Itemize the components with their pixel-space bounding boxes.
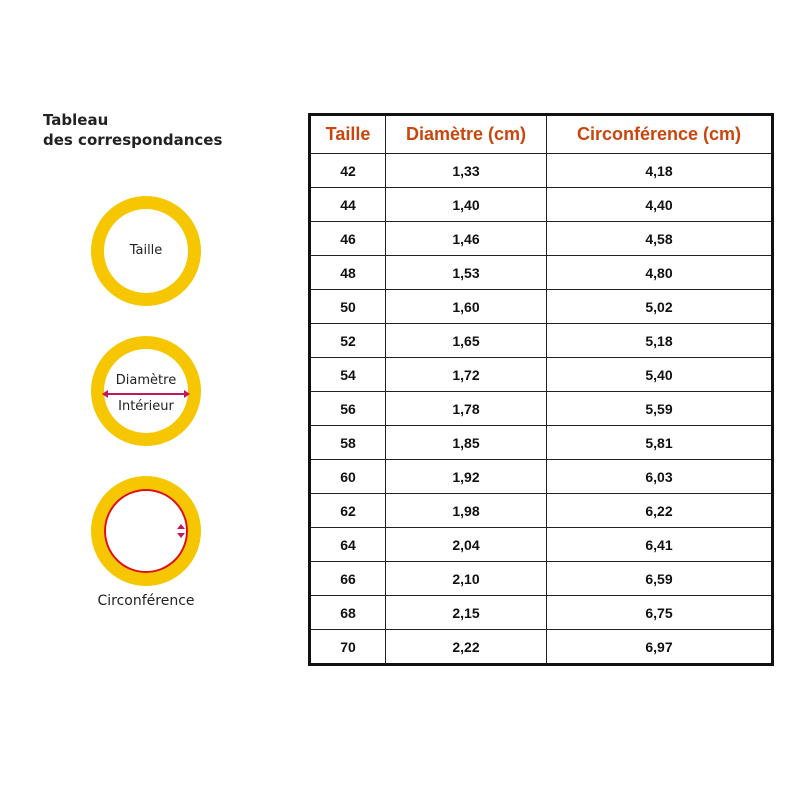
table-row: 42 1,33 4,18 <box>309 153 773 188</box>
ring-circumference-diagram <box>91 476 201 586</box>
circumference-caption: Circonférence <box>97 593 195 609</box>
cell-size: 48 <box>309 255 386 290</box>
table-row: 50 1,60 5,02 <box>309 289 773 324</box>
cell-diameter: 1,98 <box>385 493 547 528</box>
ring-size-diagram: Taille <box>91 196 201 306</box>
cell-diameter: 1,53 <box>385 255 547 290</box>
size-label: Taille <box>129 243 163 258</box>
cell-circumference: 5,59 <box>546 391 773 426</box>
header-size: Taille <box>309 114 386 154</box>
cell-circumference: 6,03 <box>546 459 773 494</box>
cell-diameter: 1,78 <box>385 391 547 426</box>
table-row: 52 1,65 5,18 <box>309 323 773 358</box>
circumference-line <box>104 489 188 573</box>
cell-circumference: 4,18 <box>546 153 773 188</box>
cell-size: 56 <box>309 391 386 426</box>
table-row: 60 1,92 6,03 <box>309 459 773 494</box>
cell-circumference: 5,18 <box>546 323 773 358</box>
table-row: 44 1,40 4,40 <box>309 187 773 222</box>
cell-diameter: 1,40 <box>385 187 547 222</box>
ring-diameter-diagram: Diamètre Intérieur <box>91 336 201 446</box>
cell-size: 52 <box>309 323 386 358</box>
diameter-label-1: Diamètre <box>115 373 177 388</box>
cell-size: 68 <box>309 595 386 630</box>
table-row: 46 1,46 4,58 <box>309 221 773 256</box>
cell-size: 62 <box>309 493 386 528</box>
title-line-2: des correspondances <box>43 131 223 149</box>
cell-circumference: 4,40 <box>546 187 773 222</box>
cell-circumference: 6,41 <box>546 527 773 562</box>
cell-size: 44 <box>309 187 386 222</box>
size-table: Taille Diamètre (cm) Circonférence (cm) … <box>308 113 774 666</box>
diameter-arrow-icon <box>102 390 190 398</box>
cell-diameter: 2,04 <box>385 527 547 562</box>
table-row: 68 2,15 6,75 <box>309 595 773 630</box>
table-row: 70 2,22 6,97 <box>309 629 773 665</box>
cell-diameter: 1,92 <box>385 459 547 494</box>
table-row: 62 1,98 6,22 <box>309 493 773 528</box>
cell-diameter: 1,33 <box>385 153 547 188</box>
cell-diameter: 2,10 <box>385 561 547 596</box>
cell-size: 66 <box>309 561 386 596</box>
title-line-1: Tableau <box>43 111 109 129</box>
table-row: 54 1,72 5,40 <box>309 357 773 392</box>
cell-circumference: 6,75 <box>546 595 773 630</box>
table-row: 66 2,10 6,59 <box>309 561 773 596</box>
cell-size: 42 <box>309 153 386 188</box>
cell-circumference: 5,02 <box>546 289 773 324</box>
cell-circumference: 4,80 <box>546 255 773 290</box>
table-header-row: Taille Diamètre (cm) Circonférence (cm) <box>309 114 773 154</box>
cell-circumference: 6,97 <box>546 629 773 665</box>
cell-diameter: 1,85 <box>385 425 547 460</box>
table-row: 48 1,53 4,80 <box>309 255 773 290</box>
cell-circumference: 6,59 <box>546 561 773 596</box>
cell-circumference: 6,22 <box>546 493 773 528</box>
cell-size: 46 <box>309 221 386 256</box>
cell-diameter: 2,15 <box>385 595 547 630</box>
cell-size: 70 <box>309 629 386 665</box>
page-title: Tableau des correspondances <box>43 110 222 150</box>
cell-diameter: 1,60 <box>385 289 547 324</box>
cell-diameter: 1,65 <box>385 323 547 358</box>
cell-size: 58 <box>309 425 386 460</box>
cell-size: 60 <box>309 459 386 494</box>
cell-circumference: 4,58 <box>546 221 773 256</box>
cell-size: 50 <box>309 289 386 324</box>
cell-diameter: 1,46 <box>385 221 547 256</box>
cell-circumference: 5,40 <box>546 357 773 392</box>
cell-diameter: 2,22 <box>385 629 547 665</box>
cell-size: 64 <box>309 527 386 562</box>
cell-diameter: 1,72 <box>385 357 547 392</box>
diameter-label-2: Intérieur <box>118 399 174 414</box>
table-row: 58 1,85 5,81 <box>309 425 773 460</box>
header-diameter: Diamètre (cm) <box>385 114 547 154</box>
header-circumference: Circonférence (cm) <box>546 114 773 154</box>
table-row: 56 1,78 5,59 <box>309 391 773 426</box>
cell-circumference: 5,81 <box>546 425 773 460</box>
table-row: 64 2,04 6,41 <box>309 527 773 562</box>
thickness-arrow-icon <box>177 524 185 538</box>
cell-size: 54 <box>309 357 386 392</box>
